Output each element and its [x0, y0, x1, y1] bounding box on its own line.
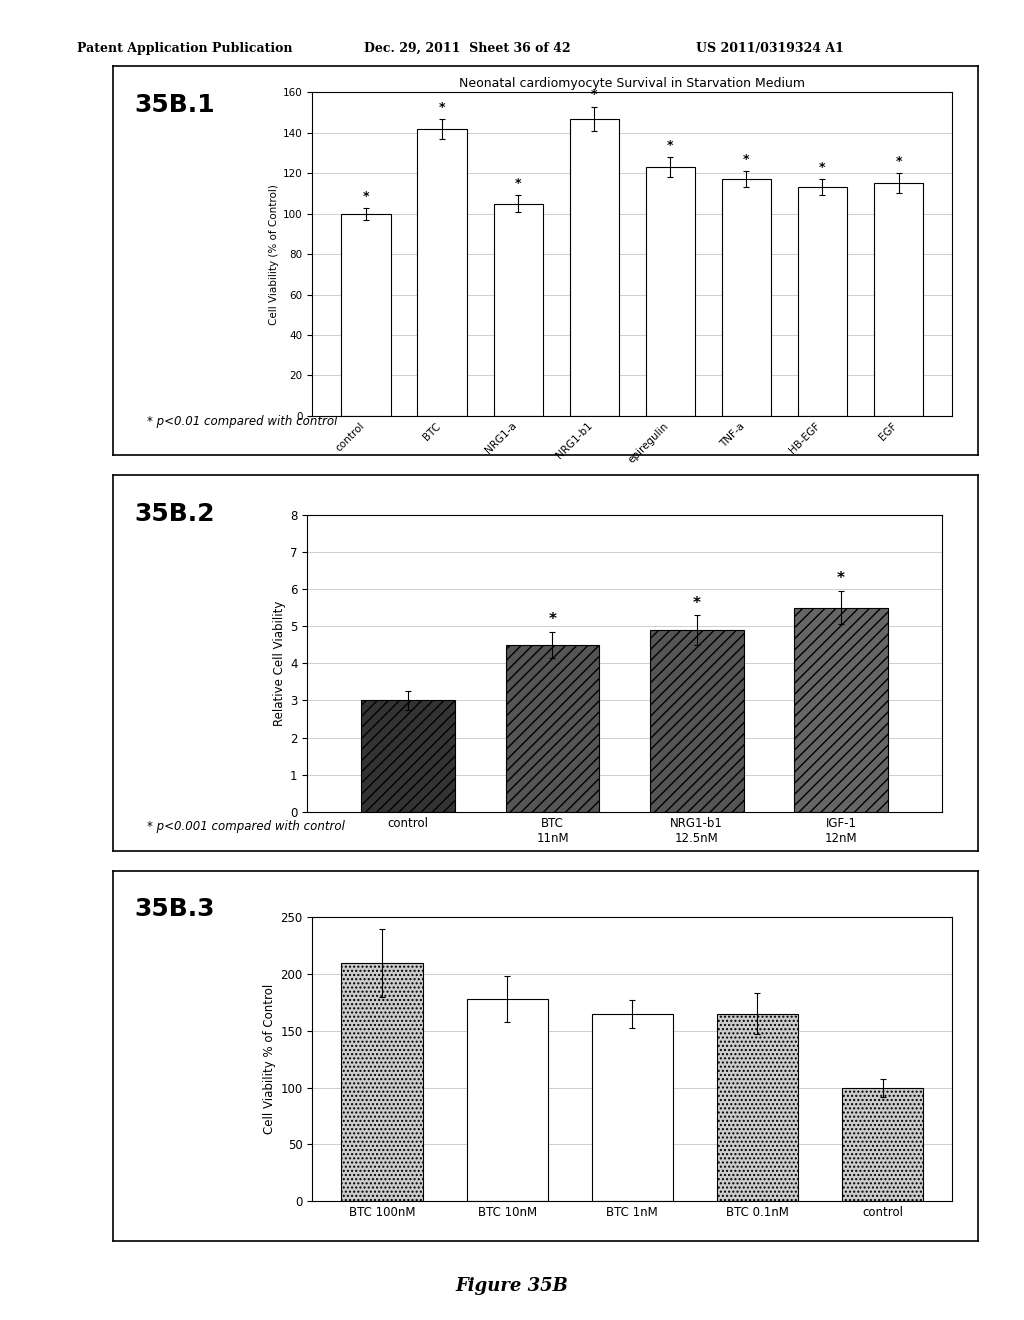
Text: *: *: [591, 88, 598, 102]
Bar: [341, 962, 423, 1201]
Text: * p<0.01 compared with control: * p<0.01 compared with control: [147, 416, 338, 428]
Bar: [467, 999, 548, 1201]
Title: Neonatal cardiomyocyte Survival in Starvation Medium: Neonatal cardiomyocyte Survival in Starv…: [460, 77, 805, 90]
Text: *: *: [515, 177, 521, 190]
Text: *: *: [693, 595, 700, 611]
Bar: [645, 168, 695, 416]
Text: Patent Application Publication: Patent Application Publication: [77, 42, 292, 55]
Bar: [795, 607, 888, 812]
Bar: [842, 1088, 924, 1201]
Y-axis label: Relative Cell Viability: Relative Cell Viability: [272, 601, 286, 726]
Y-axis label: Cell Viability % of Control: Cell Viability % of Control: [263, 985, 276, 1134]
Bar: [418, 129, 467, 416]
Bar: [650, 630, 743, 812]
Bar: [592, 1014, 673, 1201]
Text: * p<0.001 compared with control: * p<0.001 compared with control: [147, 820, 345, 833]
Bar: [873, 183, 924, 416]
Text: *: *: [837, 572, 845, 586]
Text: *: *: [439, 100, 445, 114]
Text: *: *: [549, 612, 556, 627]
Bar: [494, 203, 543, 416]
Y-axis label: Cell Viability (% of Control): Cell Viability (% of Control): [268, 183, 279, 325]
Text: 35B.2: 35B.2: [134, 502, 215, 525]
Text: *: *: [819, 161, 825, 174]
Bar: [722, 180, 771, 416]
Bar: [341, 214, 391, 416]
Bar: [569, 119, 620, 416]
Text: *: *: [743, 153, 750, 166]
Bar: [798, 187, 847, 416]
Text: *: *: [362, 190, 370, 202]
Bar: [717, 1014, 798, 1201]
Text: *: *: [895, 156, 902, 168]
Text: Figure 35B: Figure 35B: [456, 1276, 568, 1295]
Bar: [361, 701, 455, 812]
Text: US 2011/0319324 A1: US 2011/0319324 A1: [696, 42, 844, 55]
Bar: [506, 644, 599, 812]
Text: 35B.3: 35B.3: [134, 898, 215, 921]
Text: *: *: [667, 139, 674, 152]
Text: Dec. 29, 2011  Sheet 36 of 42: Dec. 29, 2011 Sheet 36 of 42: [364, 42, 570, 55]
Text: 35B.1: 35B.1: [134, 94, 215, 117]
